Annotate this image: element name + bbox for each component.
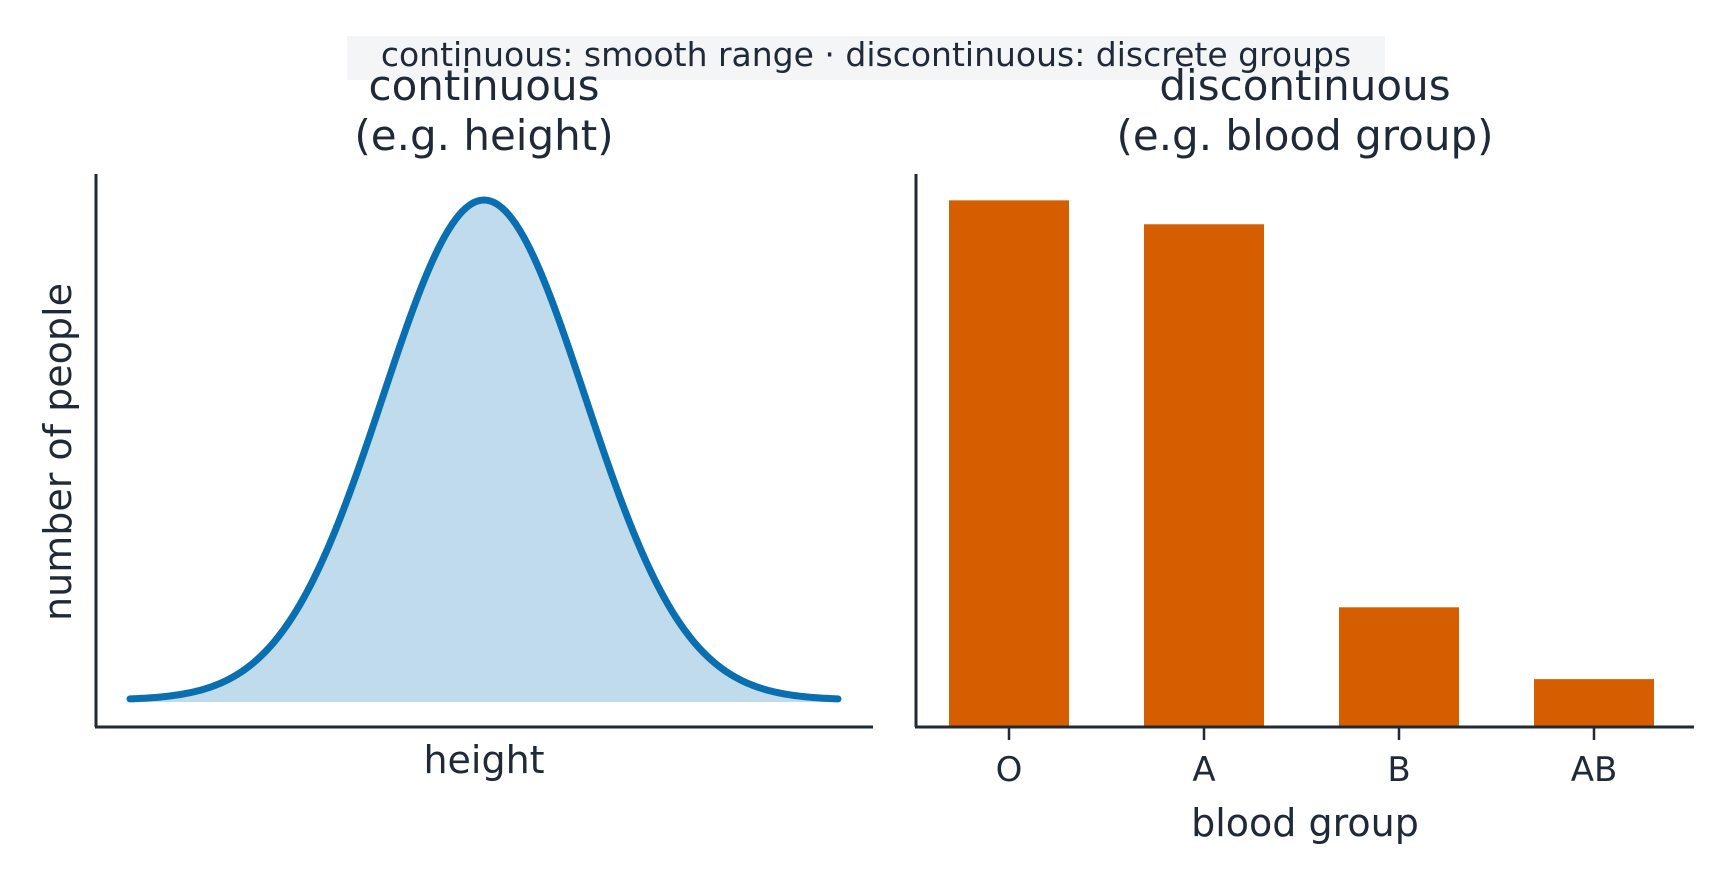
bar-b [1339, 607, 1459, 727]
x-tick-label-ab: AB [1571, 750, 1618, 790]
banner-background [347, 36, 1385, 80]
x-tick-label-a: A [1192, 750, 1215, 790]
bar-a [1144, 224, 1264, 728]
banner-text: continuous: smooth range · discontinuous… [381, 35, 1351, 74]
continuous-title-line-2: (e.g. height) [354, 111, 613, 160]
continuous-distribution-fill [130, 200, 838, 702]
discontinuous-panel: discontinuous (e.g. blood group) O A B AB b… [914, 61, 1694, 845]
discontinuous-x-axis-label: blood group [1191, 801, 1419, 845]
continuous-panel: continuous (e.g. height) height number o… [36, 61, 873, 782]
discontinuous-title-line-2: (e.g. blood group) [1116, 111, 1493, 160]
x-tick-label-b: B [1387, 750, 1410, 790]
continuous-x-axis-label: height [423, 738, 544, 782]
discontinuous-title-line-1: discontinuous [1159, 61, 1450, 110]
bar-ab [1534, 679, 1654, 727]
continuous-y-axis-label: number of people [36, 283, 80, 621]
continuous-title-line-1: continuous [369, 61, 600, 110]
bar-o [949, 200, 1069, 728]
continuous-distribution-line [126, 196, 842, 703]
x-tick-label-o: O [996, 750, 1023, 790]
